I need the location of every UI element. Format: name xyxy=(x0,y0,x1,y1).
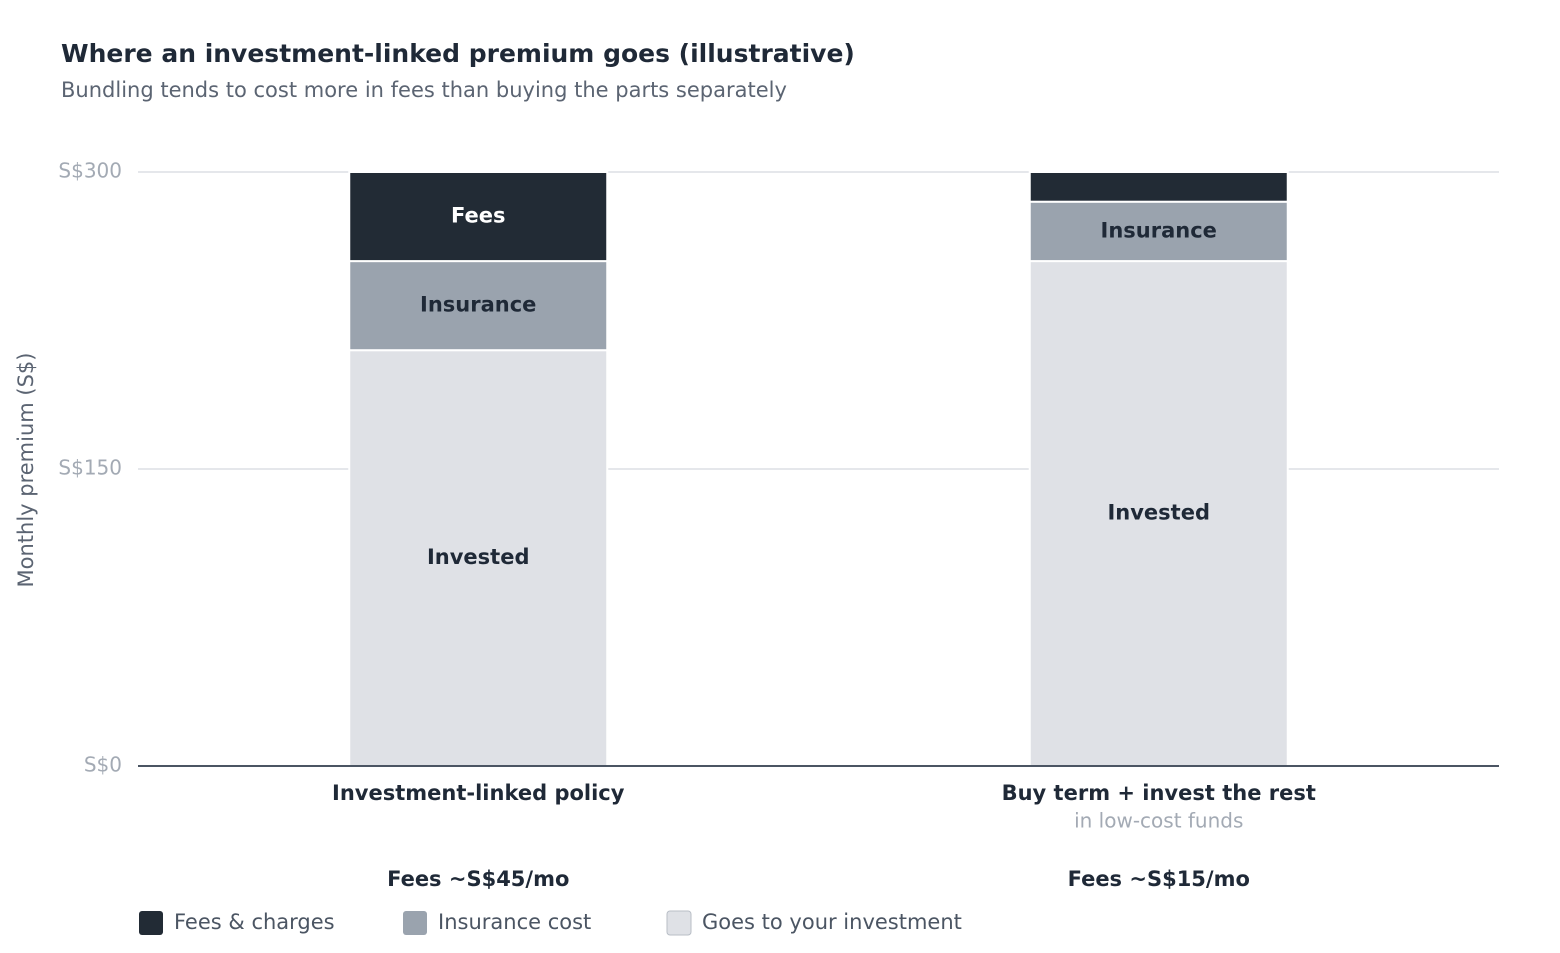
category-note: Fees ~S$45/mo xyxy=(387,867,569,891)
bar-segment xyxy=(1028,171,1289,203)
x-tick-label: Buy term + invest the rest xyxy=(1002,781,1316,805)
legend-swatch xyxy=(666,910,692,936)
legend-swatch xyxy=(139,911,163,935)
x-tick-sublabel: in low-cost funds xyxy=(1074,809,1243,833)
legend-label: Goes to your investment xyxy=(702,910,962,934)
bar-segment xyxy=(348,349,609,767)
chart-subtitle: Bundling tends to cost more in fees than… xyxy=(61,78,787,102)
bar-segment xyxy=(1028,200,1289,263)
category-note: Fees ~S$15/mo xyxy=(1068,867,1250,891)
y-tick-label: S$300 xyxy=(58,159,122,183)
segment-label: Insurance xyxy=(420,293,536,317)
legend-label: Insurance cost xyxy=(438,910,591,934)
legend-label: Fees & charges xyxy=(174,910,335,934)
legend-swatch xyxy=(403,911,427,935)
segment-label: Fees xyxy=(451,204,505,228)
segment-label: Invested xyxy=(427,545,530,569)
chart-title: Where an investment-linked premium goes … xyxy=(61,39,855,68)
y-tick-label: S$0 xyxy=(84,753,122,777)
x-tick-label: Investment-linked policy xyxy=(332,781,625,805)
segment-label: Insurance xyxy=(1101,218,1217,242)
bar-segment xyxy=(1028,260,1289,767)
y-tick-label: S$150 xyxy=(58,456,122,480)
y-axis-label: Monthly premium (S$) xyxy=(14,353,38,588)
bar-segment xyxy=(348,171,609,263)
segment-label: Invested xyxy=(1107,501,1210,525)
